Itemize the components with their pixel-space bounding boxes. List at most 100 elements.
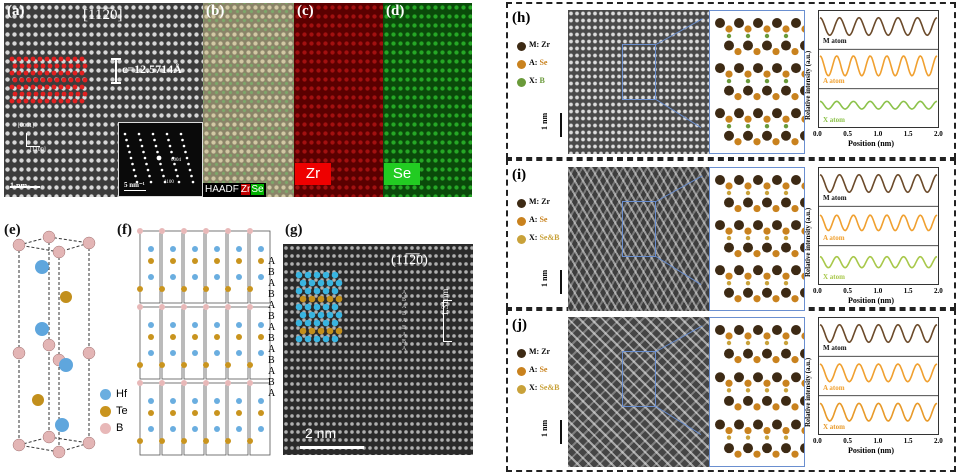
- m-atom: [724, 130, 734, 141]
- m-atom: [781, 242, 791, 253]
- te-atom: [148, 334, 154, 340]
- scalebar-g-label: 2 nm: [305, 425, 337, 441]
- overlay-atom: [33, 91, 39, 97]
- a-atom: [734, 403, 742, 411]
- fft-spot: [129, 156, 133, 160]
- m-atom: [743, 197, 753, 208]
- b-atom: [137, 380, 143, 386]
- te-atom: [214, 334, 220, 340]
- te-atom: [203, 438, 209, 444]
- fft-scalebar-label: 5 nm⁻¹: [124, 181, 145, 189]
- a-atom: [801, 272, 804, 280]
- a-atom: [782, 25, 790, 33]
- atom-model-overlay-a: [9, 56, 88, 104]
- hf-atom: [258, 322, 264, 328]
- m-atom: [715, 220, 725, 231]
- x-tick-label: 2.0: [934, 437, 943, 445]
- legend-text: M: Zr: [529, 197, 551, 206]
- te-atom: [148, 258, 154, 264]
- fft-spot: [139, 138, 142, 142]
- fft-spot: [154, 144, 158, 148]
- overlay-atom: [79, 98, 85, 104]
- te-atom: [192, 334, 198, 340]
- a-atom: [753, 250, 761, 258]
- hf-atom: [170, 398, 176, 404]
- overlay-atom: [51, 56, 57, 62]
- hf-atom: [258, 350, 264, 356]
- hf-atom: [170, 246, 176, 252]
- x-tick-label: 0.5: [843, 437, 852, 445]
- direction-0001: [0001]: [18, 123, 34, 129]
- b-atom: [247, 228, 253, 234]
- a-atom: [782, 227, 790, 235]
- legend-text: X: Se&B: [529, 383, 560, 392]
- cell-block: [161, 382, 183, 456]
- stacking-letter: B: [268, 311, 275, 322]
- b-atom: [82, 436, 96, 450]
- element-tag-se: Se: [384, 163, 420, 185]
- m-atom: [781, 40, 791, 51]
- a-atom: [734, 204, 742, 213]
- te-atom: [60, 291, 72, 303]
- cell-block: [249, 230, 271, 304]
- b-atom: [159, 380, 165, 386]
- cell-edge: [18, 444, 60, 453]
- cell-edge: [18, 244, 60, 253]
- overlay-atom: [58, 56, 64, 62]
- overlay-atom: [26, 63, 32, 69]
- fft-spot: [153, 138, 156, 142]
- a-atom: [772, 204, 780, 213]
- b-atom: [203, 380, 209, 386]
- stacking-letter: B: [268, 333, 275, 344]
- overlay-atom: [82, 63, 88, 69]
- m-atom: [724, 242, 734, 253]
- overlay-atom: [9, 98, 15, 104]
- cell-edge: [48, 436, 90, 444]
- series-line: [819, 323, 938, 344]
- b-atom: [137, 304, 143, 310]
- m-atom: [715, 419, 725, 430]
- te-atom: [159, 362, 165, 368]
- hf-atom: [214, 246, 220, 252]
- a-atom: [782, 272, 790, 280]
- overlay-atom: [65, 70, 71, 76]
- cell-block: [161, 230, 183, 304]
- te-atom: [214, 410, 220, 416]
- legend-text: X: Se&B: [529, 233, 560, 242]
- fft-spot: [140, 144, 144, 148]
- fft-spot: [159, 162, 162, 166]
- te-atom: [225, 438, 231, 444]
- overlay-atom: [65, 56, 71, 62]
- arrow-right-icon: [26, 146, 40, 147]
- b-atom: [203, 228, 209, 234]
- m-atom: [800, 287, 804, 298]
- b-atom: [52, 445, 66, 459]
- fft-spot: [170, 150, 173, 154]
- x-tick-label: 0.5: [843, 287, 852, 295]
- legend-zr: Zr: [240, 184, 251, 195]
- a-atom: [753, 450, 761, 458]
- m-atom: [781, 348, 791, 359]
- fft-spot: [151, 132, 155, 136]
- panel-label-e: (e): [4, 222, 21, 238]
- overlay-atom: [304, 335, 312, 343]
- overlay-atom: [61, 77, 67, 83]
- overlay-atom: [331, 319, 339, 327]
- a-atom: [763, 332, 771, 340]
- m-atom: [743, 40, 753, 51]
- overlay-atom: [37, 56, 43, 62]
- line-chart-j: [818, 323, 939, 422]
- overlay-atom: [308, 311, 316, 319]
- stacking-model: [137, 228, 271, 456]
- b-atom: [12, 346, 26, 360]
- fft-spot: [174, 168, 178, 172]
- hf-atom: [258, 274, 264, 280]
- zoom-box-h: [622, 44, 656, 100]
- fft-spot: [163, 180, 167, 184]
- fft-spot: [191, 180, 195, 184]
- hf-atom: [236, 426, 242, 432]
- stacking-letter: A: [268, 300, 276, 311]
- fft-spot: [131, 162, 134, 166]
- overlay-atom: [299, 295, 307, 303]
- overlay-atom: [44, 84, 50, 90]
